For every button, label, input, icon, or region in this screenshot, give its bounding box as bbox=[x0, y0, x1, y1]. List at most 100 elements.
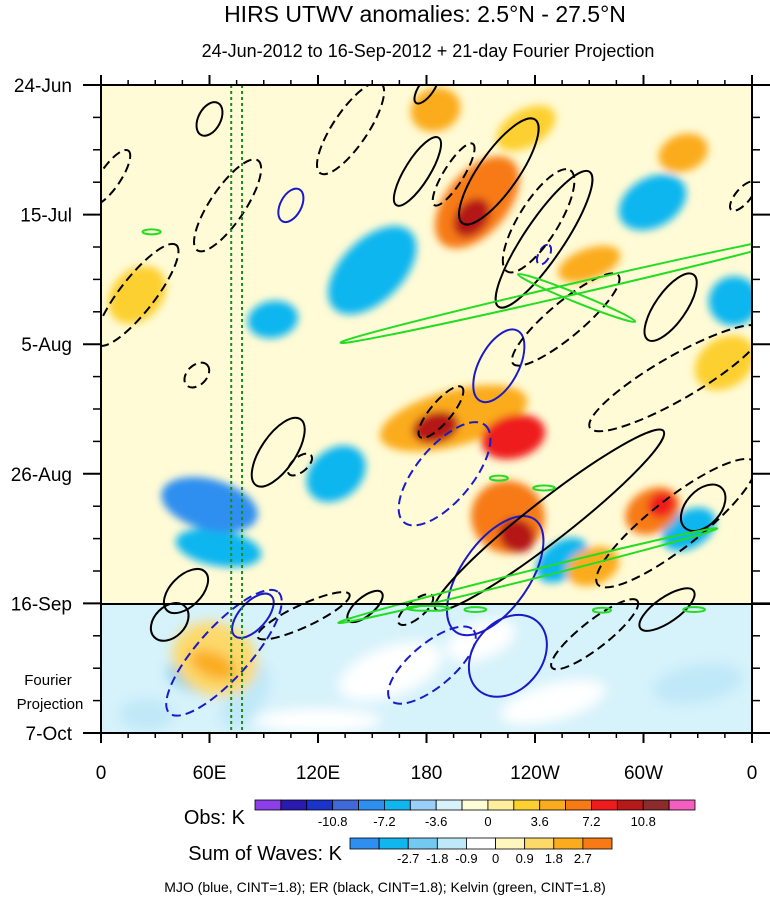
er-contour bbox=[286, 452, 313, 477]
projection-anomaly-field bbox=[101, 604, 752, 733]
er-contour bbox=[638, 587, 696, 632]
kelvin-contours bbox=[141, 228, 752, 625]
mjo-contour bbox=[387, 625, 477, 705]
er-contour bbox=[643, 272, 698, 342]
er-contour bbox=[431, 142, 476, 207]
obs-anomaly-blob bbox=[481, 414, 546, 460]
obs-anomaly-blob bbox=[453, 198, 490, 238]
waves-colorbar-label: Sum of Waves: K bbox=[188, 843, 342, 865]
chart-title: HIRS UTWV anomalies: 2.5°N - 27.5°N bbox=[224, 1, 626, 27]
colorbar-swatch bbox=[461, 799, 489, 811]
obs-anomaly-blob bbox=[694, 335, 752, 391]
mjo-contour bbox=[277, 187, 305, 224]
er-contour bbox=[679, 483, 727, 532]
obs-anomaly-blob bbox=[161, 477, 258, 533]
colorbar-swatch bbox=[349, 837, 380, 850]
colorbar-swatch bbox=[591, 799, 618, 811]
colorbar-tick-label: 10.8 bbox=[631, 814, 656, 829]
colorbar-swatch bbox=[254, 799, 282, 811]
colorbar-tick-label: 0 bbox=[484, 814, 491, 829]
x-tick-label: 180 bbox=[411, 763, 443, 784]
plot-area: 0 60E 120E 180 120W 60W 0 24-Jun 15-Jul 5-Aug 26-A… bbox=[11, 75, 770, 784]
projection-anomaly-blob bbox=[119, 699, 174, 730]
kelvin-contour bbox=[463, 606, 488, 614]
obs-blobs bbox=[108, 87, 752, 587]
colorbar-swatch bbox=[539, 799, 566, 811]
obs-anomaly-blob bbox=[175, 528, 262, 568]
colorbar-tick-label: 7.2 bbox=[582, 814, 600, 829]
x-tick-label: 120E bbox=[296, 763, 340, 784]
y-tick-label: 24-Jun bbox=[14, 76, 72, 97]
projection-anomaly-blob bbox=[189, 650, 237, 681]
y-tick-label: 5-Aug bbox=[21, 335, 72, 356]
observed-anomaly-field bbox=[108, 87, 752, 587]
x-tick-label: 0 bbox=[747, 763, 758, 784]
contour-legend: MJO (blue, CINT=1.8); ER (black, CINT=1.… bbox=[164, 879, 606, 895]
er-contour bbox=[501, 168, 576, 274]
colorbar-swatch bbox=[332, 799, 359, 811]
kelvin-contour bbox=[337, 527, 719, 625]
er-contour bbox=[550, 598, 640, 671]
colorbar-swatch bbox=[524, 837, 555, 850]
colorbar-swatch bbox=[668, 799, 696, 811]
wave-contours bbox=[101, 85, 752, 717]
colorbar-swatch bbox=[306, 799, 334, 811]
obs-anomaly-blob bbox=[247, 300, 298, 339]
er-contour bbox=[729, 180, 752, 212]
mjo-contour bbox=[397, 421, 492, 527]
colorbar-tick-label: -10.8 bbox=[318, 814, 348, 829]
x-tick-label: 60E bbox=[193, 763, 227, 784]
projection-anomaly-blob bbox=[221, 663, 270, 729]
er-contour bbox=[101, 148, 132, 207]
colorbar-swatch bbox=[436, 837, 467, 850]
er-contour bbox=[510, 272, 621, 367]
projection-anomaly-blob bbox=[500, 679, 606, 725]
colorbar-swatch bbox=[582, 837, 613, 850]
kelvin-contour bbox=[682, 606, 706, 614]
kelvin-contour bbox=[405, 604, 452, 612]
mjo-contour bbox=[231, 592, 275, 639]
chart-subtitle: 24-Jun-2012 to 16-Sep-2012 + 21-day Four… bbox=[202, 41, 655, 61]
obs-colorbar: -10.8 -7.2 -3.6 0 3.6 7.2 10.8 bbox=[254, 799, 696, 829]
obs-anomaly-blob bbox=[108, 265, 167, 324]
er-contour bbox=[494, 169, 594, 309]
projection-anomaly-blob bbox=[653, 663, 743, 704]
obs-anomaly-blob bbox=[708, 276, 752, 326]
colorbar-tick-label: -7.2 bbox=[373, 814, 395, 829]
colorbar-swatch bbox=[358, 799, 385, 811]
mjo-contours bbox=[165, 187, 553, 717]
projection-anomaly-blob bbox=[254, 708, 382, 733]
colorbar-swatch bbox=[642, 799, 670, 811]
projection-anomaly-blob bbox=[446, 619, 516, 662]
obs-colorbar-label: Obs: K bbox=[184, 807, 246, 829]
colorbar-swatch bbox=[487, 799, 515, 811]
mjo-contour bbox=[445, 515, 545, 637]
kelvin-contour bbox=[516, 272, 637, 323]
x-tick-label: 60W bbox=[624, 763, 663, 784]
colorbar-swatch bbox=[435, 799, 463, 811]
mjo-contour bbox=[472, 328, 526, 404]
kelvin-contour bbox=[532, 484, 556, 492]
colorbar-tick-label: 0.9 bbox=[516, 851, 534, 866]
er-contour bbox=[101, 242, 180, 347]
colorbar-swatch bbox=[378, 837, 409, 850]
colorbar-swatch bbox=[384, 799, 411, 811]
colorbar-tick-label: 3.6 bbox=[531, 814, 549, 829]
reference-lines bbox=[230, 85, 244, 733]
x-tick-label: 0 bbox=[96, 763, 107, 784]
er-contour bbox=[316, 85, 386, 176]
colorbar-tick-label: 1.8 bbox=[545, 851, 563, 866]
kelvin-contour bbox=[591, 606, 612, 614]
colorbar-swatch bbox=[466, 837, 496, 850]
kelvin-contour bbox=[141, 228, 162, 236]
er-contour bbox=[162, 567, 210, 615]
er-contour bbox=[183, 361, 211, 389]
er-contour bbox=[193, 158, 263, 253]
projection-anomaly-blob bbox=[338, 641, 443, 701]
y-tick-label: 15-Jul bbox=[20, 206, 72, 227]
er-contour bbox=[417, 385, 465, 439]
colorbar-tick-label: 2.7 bbox=[574, 851, 592, 866]
mjo-contour bbox=[165, 588, 283, 717]
obs-anomaly-blob bbox=[496, 105, 556, 152]
